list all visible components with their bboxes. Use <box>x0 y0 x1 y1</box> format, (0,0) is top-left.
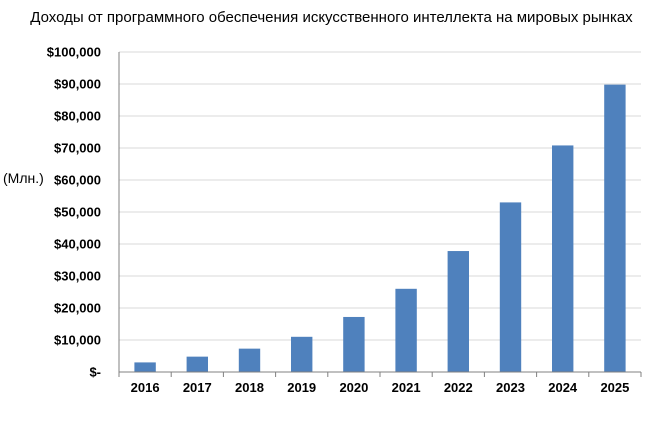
bar-2023 <box>499 202 522 372</box>
y-tick-label: $40,000 <box>54 237 101 252</box>
x-tick-label: 2018 <box>235 380 264 395</box>
bar-2021 <box>395 288 417 372</box>
y-tick-label: $10,000 <box>54 333 101 348</box>
bar-2019 <box>290 336 313 372</box>
y-tick-label: $80,000 <box>54 109 101 124</box>
bar-2022 <box>447 251 470 372</box>
x-tick-label: 2020 <box>339 380 368 395</box>
y-tick-labels: $- $10,000 $20,000 $30,000 $40,000 $50,000 $60… <box>47 45 101 380</box>
y-tick-label: $70,000 <box>54 141 101 156</box>
y-axis-label: (Млн.) <box>3 170 44 186</box>
x-tick-label: 2016 <box>131 380 160 395</box>
y-tick-label: $60,000 <box>54 173 101 188</box>
y-tick-label: $100,000 <box>47 45 101 60</box>
x-tick-label: 2022 <box>444 380 473 395</box>
bars <box>134 84 626 372</box>
x-tick-label: 2023 <box>496 380 525 395</box>
bar-2024 <box>551 145 574 372</box>
x-tick-label: 2024 <box>548 380 578 395</box>
chart-title: Доходы от программного обеспечения искус… <box>30 9 633 26</box>
y-tick-label: $90,000 <box>54 77 101 92</box>
x-tick-label: 2019 <box>287 380 316 395</box>
x-tick-label: 2017 <box>183 380 212 395</box>
y-tick-label: $50,000 <box>54 205 101 220</box>
bar-2017 <box>186 356 209 372</box>
x-tick-labels: 2016 2017 2018 2019 2020 2021 2022 2023 2024 2025 <box>131 380 630 395</box>
bar-2020 <box>343 316 365 372</box>
y-tick-label: $30,000 <box>54 269 101 284</box>
x-tick-label: 2025 <box>600 380 629 395</box>
x-tick-label: 2021 <box>392 380 421 395</box>
axes <box>118 52 642 377</box>
bar-2016 <box>134 362 156 372</box>
y-tick-label: $20,000 <box>54 301 101 316</box>
bar-2025 <box>604 84 626 372</box>
y-tick-label: $- <box>89 365 101 380</box>
bar-2018 <box>238 348 261 372</box>
